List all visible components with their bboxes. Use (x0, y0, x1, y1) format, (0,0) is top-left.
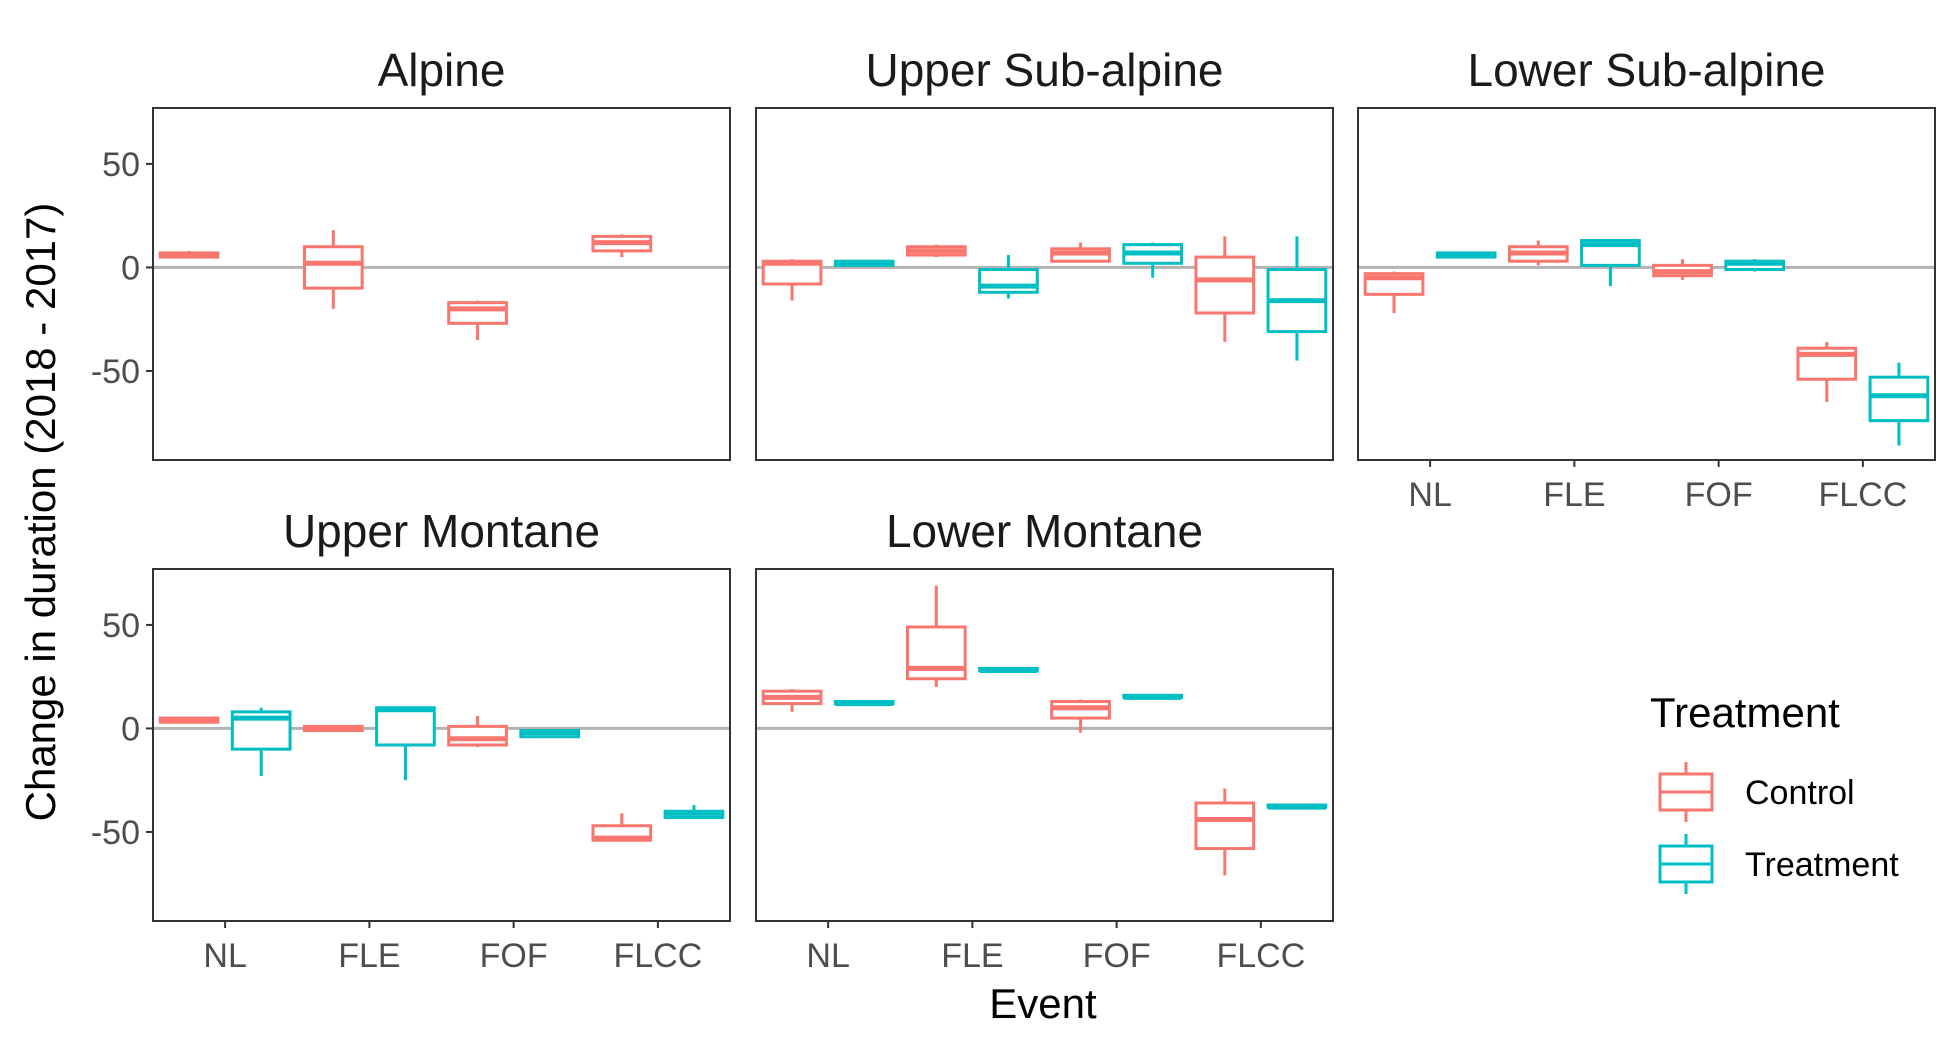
x-tick-label: FLCC (613, 937, 702, 975)
box-nl-control (158, 716, 220, 724)
box-flcc-treatment (1266, 803, 1328, 810)
box-fof-treatment (1724, 259, 1786, 272)
box-fof-treatment (1122, 693, 1184, 700)
x-tick-label: FLE (338, 937, 400, 975)
box-fle-control (905, 585, 967, 688)
y-tick-label: -50 (91, 814, 140, 852)
box-fle-treatment (978, 255, 1039, 299)
legend-item-treatment: Treatment (1658, 834, 1899, 894)
box-fle-control (302, 230, 364, 309)
box-nl-treatment (833, 700, 895, 707)
y-tick-label: 0 (121, 710, 140, 748)
box-iqr (375, 706, 436, 747)
panel-title: Alpine (378, 44, 506, 96)
box-fof-control (447, 716, 508, 748)
box-fof-treatment (519, 729, 581, 739)
box-nl-treatment (833, 259, 895, 267)
x-tick-label: FOF (1685, 476, 1753, 514)
box-flcc-treatment (1266, 236, 1328, 361)
box-iqr (447, 724, 508, 747)
box-nl-control (1363, 271, 1425, 313)
box-fle-control (302, 724, 364, 733)
panel-upper-sub-alpine: Upper Sub-alpine (755, 44, 1334, 461)
box-nl-control (761, 259, 823, 301)
panel-border (755, 107, 1334, 461)
box-iqr (1194, 255, 1256, 315)
box-iqr (1868, 375, 1930, 423)
box-nl-control (158, 250, 220, 259)
box-fof-control (1652, 259, 1713, 280)
x-tick-label: FLE (941, 937, 1003, 975)
legend-label: Treatment (1745, 846, 1899, 884)
x-tick-label: FLE (1543, 476, 1605, 514)
panels-group: Alpine -50 0 50 Upper Sub-alpine Lower Sub-al… (91, 44, 1936, 975)
panel-alpine: Alpine -50 0 50 (91, 44, 731, 461)
box-fof-control (1050, 699, 1111, 733)
x-axis-title: Event (989, 980, 1097, 1027)
y-tick-label: 0 (121, 249, 140, 287)
box-nl-treatment (230, 707, 292, 777)
panel-title: Lower Sub-alpine (1467, 44, 1825, 96)
legend-label: Control (1745, 774, 1855, 812)
box-fle-treatment (375, 706, 436, 781)
x-tick-label: NL (203, 937, 246, 975)
legend-title: Treatment (1650, 689, 1840, 736)
x-tick-label: FLCC (1818, 476, 1907, 514)
box-fof-treatment (1122, 242, 1184, 278)
box-nl-control (761, 689, 823, 712)
box-flcc-control (1796, 341, 1858, 403)
box-iqr (1194, 801, 1256, 851)
box-fof-control (447, 300, 508, 340)
legend-entries: Control Treatment (1658, 762, 1899, 894)
x-tick-label: FOF (480, 937, 548, 975)
box-flcc-treatment (1868, 362, 1930, 446)
panel-lower-montane: Lower Montane NL FLE FOF FLCC (755, 505, 1334, 975)
x-tick-label: FOF (1083, 937, 1151, 975)
panel-lower-sub-alpine: Lower Sub-alpine NL FLE FOF FLCC (1357, 44, 1936, 514)
panel-border (152, 107, 731, 461)
box-flcc-treatment (663, 805, 725, 819)
panel-title: Upper Montane (283, 505, 600, 557)
y-axis-title: Change in duration (2018 - 2017) (17, 203, 64, 822)
x-tick-label: NL (806, 937, 849, 975)
box-flcc-control (1194, 236, 1256, 342)
box-iqr (302, 245, 364, 290)
legend-item-control: Control (1658, 762, 1855, 822)
box-nl-treatment (1435, 251, 1497, 259)
panel-border (755, 568, 1334, 922)
x-tick-label: FLCC (1216, 937, 1305, 975)
panel-border (1357, 107, 1936, 461)
y-tick-label: 50 (102, 146, 140, 184)
box-fof-control (1050, 242, 1111, 263)
panel-border (152, 568, 731, 922)
y-tick-label: -50 (91, 353, 140, 391)
panel-title: Lower Montane (886, 505, 1203, 557)
box-iqr (447, 301, 508, 325)
box-flcc-control (591, 234, 653, 258)
box-flcc-control (1194, 788, 1256, 876)
y-tick-label: 50 (102, 607, 140, 645)
box-fle-control (1507, 240, 1569, 266)
panel-upper-montane: Upper Montane -50 0 50 NL FLE FOF FLCC (91, 505, 731, 975)
box-fle-treatment (978, 666, 1039, 673)
box-iqr (905, 625, 967, 681)
box-fle-treatment (1580, 239, 1641, 287)
panel-title: Upper Sub-alpine (865, 44, 1223, 96)
legend: Treatment Control Treatment (1650, 689, 1899, 894)
box-fle-control (905, 244, 967, 258)
box-flcc-control (591, 813, 653, 842)
x-tick-label: NL (1408, 476, 1451, 514)
box-iqr (978, 268, 1039, 294)
